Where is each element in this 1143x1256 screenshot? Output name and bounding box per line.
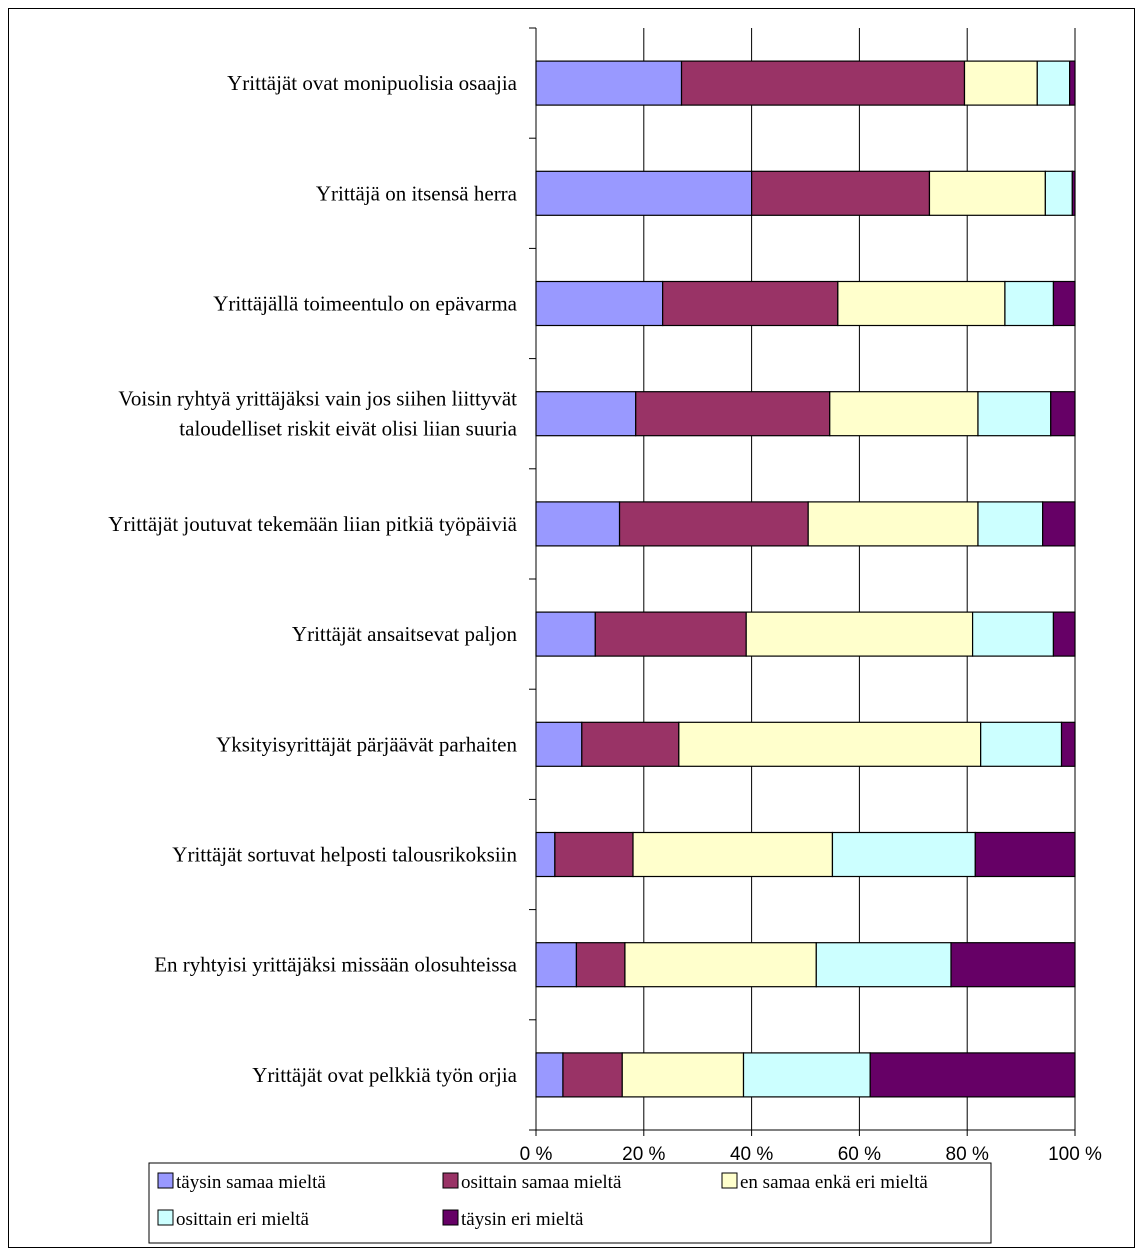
category-label: Yrittäjällä toimeentulo on epävarma: [213, 292, 517, 316]
legend-label: täysin eri mieltä: [461, 1209, 584, 1230]
bar-segment: [977, 501, 1044, 547]
bar-segment: [977, 391, 1052, 437]
legend-swatch: [442, 1172, 459, 1189]
category-label: Yrittäjät ansaitsevat paljon: [292, 622, 518, 646]
category-label: En ryhtyisi yrittäjäksi missään olosuhte…: [154, 953, 517, 977]
bar-segment: [535, 280, 664, 327]
bar-segment: [950, 942, 1076, 988]
category-label: Yrittäjät ovat pelkkiä työn orjia: [252, 1063, 517, 1087]
bar-segment: [829, 391, 979, 437]
bar-segment: [750, 170, 931, 216]
legend-label: en samaa enkä eri mieltä: [740, 1172, 928, 1193]
bar-segment: [621, 1052, 745, 1098]
category-label: Yrittäjät sortuvat helposti talousrikoks…: [172, 843, 517, 867]
bar-segment: [662, 280, 839, 327]
bar-segment: [837, 280, 1006, 327]
x-tick-label: 60 %: [838, 1144, 881, 1165]
bar-segment: [678, 721, 982, 767]
bar-segment: [928, 170, 1046, 216]
bar-segment: [535, 60, 683, 106]
category-label: Yrittäjät ovat monipuolisia osaajia: [227, 71, 518, 95]
bar-segment: [594, 611, 747, 657]
bar-segment: [575, 942, 626, 988]
bar-segment: [581, 721, 680, 767]
bar-segment: [1050, 391, 1076, 437]
legend-label: osittain samaa mieltä: [461, 1172, 622, 1193]
bar-segment: [980, 721, 1063, 767]
bar-segment: [971, 611, 1055, 657]
legend-label: osittain eri mieltä: [176, 1209, 310, 1230]
bar-segment: [1042, 501, 1076, 547]
legend-swatch: [721, 1172, 738, 1189]
bar-segment: [632, 831, 834, 878]
bar-segment: [1044, 170, 1073, 216]
bar-segment: [624, 942, 817, 988]
bar-segment: [1052, 280, 1076, 327]
bar-segment: [974, 831, 1076, 878]
bar-segment: [554, 831, 634, 878]
bar-segment: [1060, 721, 1076, 767]
bar-segment: [635, 391, 831, 437]
x-tick-label: 80 %: [946, 1144, 989, 1165]
bar-segment: [680, 60, 966, 106]
legend-label: täysin samaa mieltä: [176, 1172, 326, 1193]
bar-segment: [1036, 60, 1071, 106]
category-label: Yrittäjät joutuvat tekemään liian pitkiä…: [108, 512, 517, 536]
bar-segment: [535, 831, 556, 878]
bar-segment: [963, 60, 1038, 106]
bar-segment: [742, 1052, 871, 1098]
bar-segment: [1004, 280, 1055, 327]
bar-segment: [535, 391, 637, 437]
bar-segment: [807, 501, 979, 547]
bar-segment: [1052, 611, 1076, 657]
bar-segment: [535, 170, 753, 216]
bar-segment: [618, 501, 809, 547]
bar-segment: [535, 721, 583, 767]
axes: [529, 27, 1076, 1136]
legend-box: [148, 1162, 992, 1244]
bar-segment: [745, 611, 974, 657]
legend-swatch: [157, 1209, 174, 1226]
bar-segment: [1069, 60, 1076, 106]
bar-segment: [562, 1052, 623, 1098]
x-tick-labels: 0 % 20 % 40 % 60 % 80 % 100 %: [520, 1144, 1102, 1165]
x-tick-label: 40 %: [730, 1144, 773, 1165]
category-label: taloudelliset riskit eivät olisi liian s…: [179, 417, 517, 441]
category-label: Yrittäjä on itsensä herra: [316, 181, 518, 205]
legend-swatch: [157, 1172, 174, 1189]
bar-segment: [535, 501, 621, 547]
category-label: Yksityisyrittäjät pärjäävät parhaiten: [216, 732, 517, 756]
bar-segment: [535, 942, 578, 988]
x-tick-label: 100 %: [1048, 1144, 1102, 1165]
legend: täysin samaa mieltä osittain samaa mieltä…: [148, 1162, 992, 1244]
x-tick-label: 0 %: [520, 1144, 553, 1165]
x-tick-label: 20 %: [622, 1144, 665, 1165]
bar-segment: [815, 942, 952, 988]
legend-swatch: [442, 1209, 459, 1226]
bar-segment: [1071, 170, 1076, 216]
bars: [535, 60, 1076, 1098]
bar-segment: [831, 831, 976, 878]
bar-segment: [869, 1052, 1076, 1098]
bar-segment: [535, 611, 596, 657]
bar-segment: [535, 1052, 564, 1098]
category-label: Voisin ryhtyä yrittäjäksi vain jos siihe…: [118, 387, 517, 411]
category-labels: Yrittäjät ovat monipuolisia osaajia Yritt…: [108, 71, 517, 1087]
